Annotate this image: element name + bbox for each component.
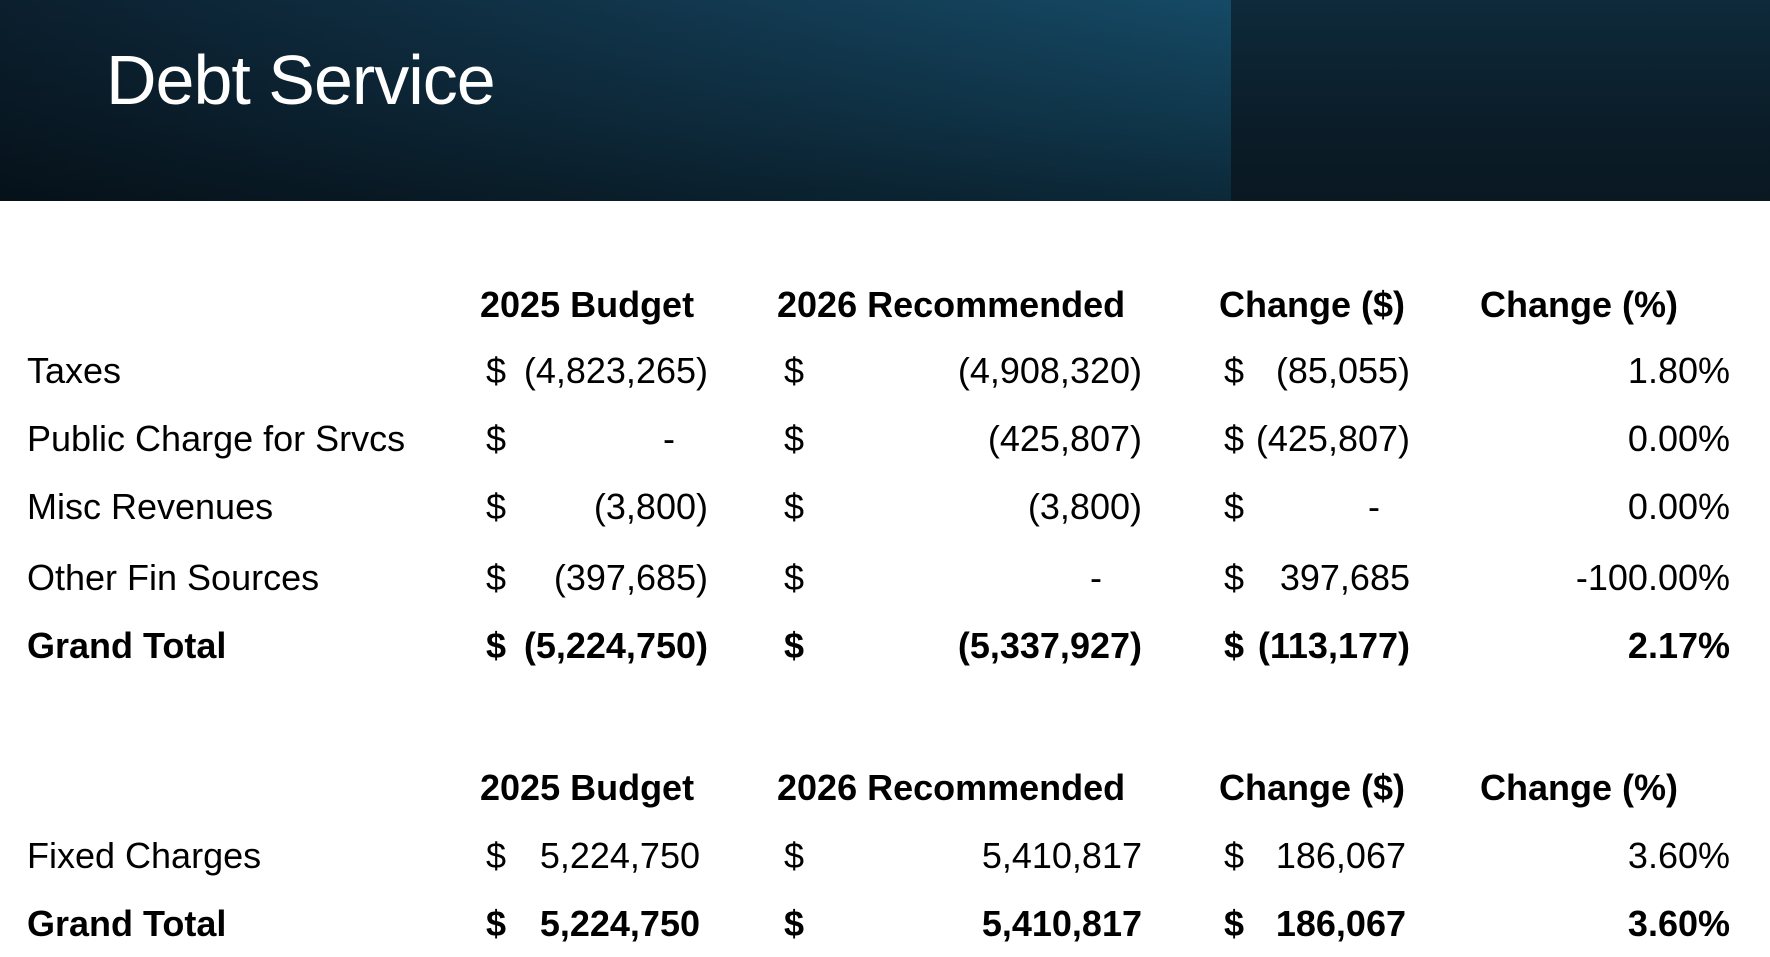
banner-right-panel <box>1231 0 1770 201</box>
budget-2025-value: 5,224,750 <box>539 835 700 876</box>
change-percent-total: 3.60% <box>1627 903 1730 944</box>
change-dollars-value: - <box>1368 486 1380 527</box>
column-header-2025-budget: 2025 Budget <box>480 284 695 325</box>
change-percent-value: -100.00% <box>1575 557 1730 598</box>
currency-symbol: $ <box>1224 350 1245 391</box>
recommended-2026-value: 5,410,817 <box>981 835 1142 876</box>
currency-symbol: $ <box>486 835 507 876</box>
currency-symbol: $ <box>1224 486 1245 527</box>
change-dollars-value: (425,807) <box>1255 418 1410 459</box>
budget-2025-value: - <box>663 418 675 459</box>
currency-symbol: $ <box>784 903 805 944</box>
change-percent-value: 1.80% <box>1627 350 1730 391</box>
currency-symbol: $ <box>784 486 805 527</box>
header-banner: Debt Service <box>0 0 1770 201</box>
table-header-row: 2025 Budget 2026 Recommended Change ($) … <box>0 280 1770 330</box>
recommended-2026-value: (4,908,320) <box>957 350 1142 391</box>
currency-symbol: $ <box>1224 557 1245 598</box>
recommended-2026-total: (5,337,927) <box>957 625 1142 666</box>
change-percent-value: 0.00% <box>1627 486 1730 527</box>
currency-symbol: $ <box>486 557 507 598</box>
currency-symbol: $ <box>486 903 507 944</box>
budget-2025-total: (5,224,750) <box>523 625 708 666</box>
page-title: Debt Service <box>106 41 496 119</box>
change-dollars-total: (113,177) <box>1257 625 1410 666</box>
row-label: Other Fin Sources <box>27 557 320 598</box>
row-label: Public Charge for Srvcs <box>27 418 406 459</box>
change-percent-value: 3.60% <box>1627 835 1730 876</box>
table-row: Misc Revenues $ (3,800) $ (3,800) $ - 0.… <box>0 482 1770 532</box>
recommended-2026-value: (3,800) <box>1027 486 1142 527</box>
change-percent-total: 2.17% <box>1627 625 1730 666</box>
row-label: Taxes <box>27 350 122 391</box>
budget-2025-value: (3,800) <box>593 486 708 527</box>
column-header-2026-recommended: 2026 Recommended <box>777 767 1126 808</box>
currency-symbol: $ <box>784 625 805 666</box>
currency-symbol: $ <box>1224 418 1245 459</box>
table-header-row: 2025 Budget 2026 Recommended Change ($) … <box>0 763 1770 813</box>
currency-symbol: $ <box>1224 835 1245 876</box>
recommended-2026-value: - <box>1090 557 1102 598</box>
grand-total-row: Grand Total $ (5,224,750) $ (5,337,927) … <box>0 621 1770 671</box>
row-label: Misc Revenues <box>27 486 274 527</box>
currency-symbol: $ <box>784 557 805 598</box>
currency-symbol: $ <box>486 625 507 666</box>
currency-symbol: $ <box>486 486 507 527</box>
change-dollars-value: (85,055) <box>1275 350 1410 391</box>
recommended-2026-total: 5,410,817 <box>981 903 1142 944</box>
row-label: Grand Total <box>27 625 227 666</box>
currency-symbol: $ <box>486 418 507 459</box>
change-dollars-value: 186,067 <box>1275 835 1406 876</box>
banner-shade <box>0 0 1231 201</box>
column-header-change-dollars: Change ($) <box>1219 767 1406 808</box>
budget-2025-value: (4,823,265) <box>523 350 708 391</box>
row-label: Fixed Charges <box>27 835 262 876</box>
currency-symbol: $ <box>486 350 507 391</box>
currency-symbol: $ <box>1224 625 1245 666</box>
recommended-2026-value: (425,807) <box>987 418 1142 459</box>
change-percent-value: 0.00% <box>1627 418 1730 459</box>
change-dollars-total: 186,067 <box>1275 903 1406 944</box>
change-dollars-value: 397,685 <box>1279 557 1410 598</box>
table-row: Fixed Charges $ 5,224,750 $ 5,410,817 $ … <box>0 831 1770 881</box>
budget-2025-value: (397,685) <box>553 557 708 598</box>
currency-symbol: $ <box>1224 903 1245 944</box>
column-header-2026-recommended: 2026 Recommended <box>777 284 1126 325</box>
currency-symbol: $ <box>784 835 805 876</box>
table-row: Taxes $ (4,823,265) $ (4,908,320) $ (85,… <box>0 346 1770 396</box>
currency-symbol: $ <box>784 350 805 391</box>
column-header-change-dollars: Change ($) <box>1219 284 1406 325</box>
row-label: Grand Total <box>27 903 227 944</box>
grand-total-row: Grand Total $ 5,224,750 $ 5,410,817 $ 18… <box>0 899 1770 949</box>
column-header-change-percent: Change (%) <box>1480 284 1678 325</box>
column-header-2025-budget: 2025 Budget <box>480 767 695 808</box>
currency-symbol: $ <box>784 418 805 459</box>
budget-2025-total: 5,224,750 <box>539 903 700 944</box>
table-row: Other Fin Sources $ (397,685) $ - $ 397,… <box>0 553 1770 603</box>
column-header-change-percent: Change (%) <box>1480 767 1678 808</box>
table-row: Public Charge for Srvcs $ - $ (425,807) … <box>0 414 1770 464</box>
